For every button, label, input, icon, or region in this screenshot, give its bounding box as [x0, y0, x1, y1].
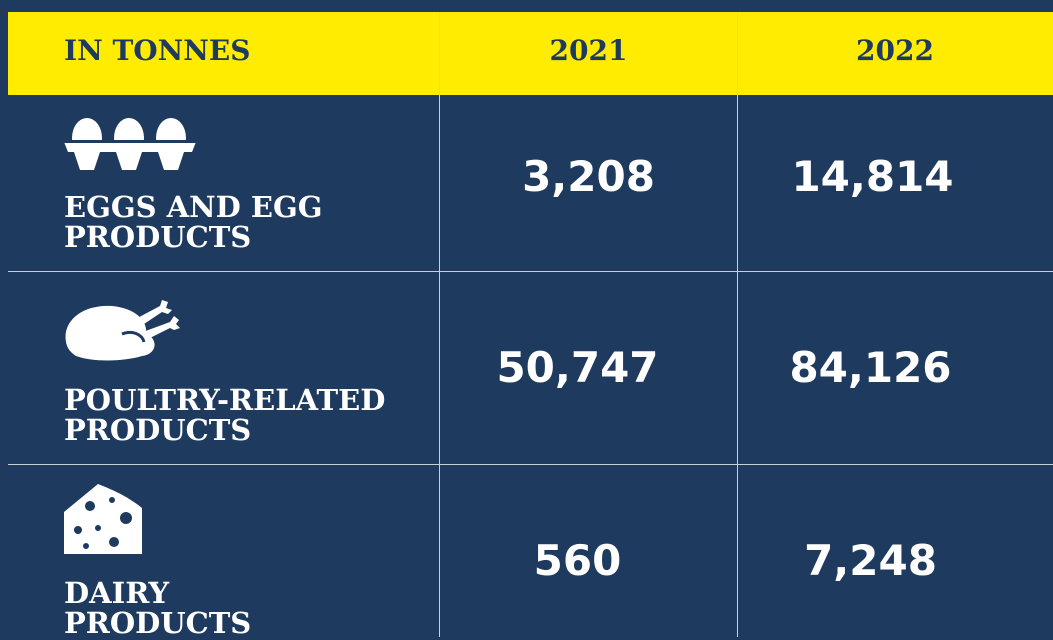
label-line: PRODUCTS [64, 413, 252, 447]
label-line: PRODUCTS [64, 606, 252, 640]
row-label: DAIRY PRODUCTS [64, 578, 251, 638]
column-divider [439, 12, 440, 637]
value-cell: 14,814 [791, 152, 954, 201]
value-cell: 3,208 [522, 152, 655, 201]
row-divider [8, 464, 1053, 465]
header-row [8, 12, 1053, 95]
label-line: EGGS AND EGG [64, 190, 323, 224]
column-divider [737, 12, 738, 637]
row-label: EGGS AND EGG PRODUCTS [64, 192, 323, 252]
label-line: POULTRY-RELATED [64, 383, 386, 417]
label-line: PRODUCTS [64, 220, 252, 254]
value-cell: 560 [533, 536, 622, 585]
cheese-icon [64, 484, 142, 554]
row-label: POULTRY-RELATED PRODUCTS [64, 385, 385, 445]
header-cell: IN TONNES [64, 34, 251, 67]
eggs-icon [64, 118, 196, 170]
value-cell: 84,126 [789, 343, 952, 392]
label-line: DAIRY [64, 576, 170, 610]
row-divider [8, 271, 1053, 272]
header-cell: 2021 [549, 34, 628, 67]
header-cell: 2022 [856, 34, 934, 67]
value-cell: 50,747 [496, 343, 659, 392]
poultry-icon [65, 300, 180, 361]
value-cell: 7,248 [804, 536, 937, 585]
